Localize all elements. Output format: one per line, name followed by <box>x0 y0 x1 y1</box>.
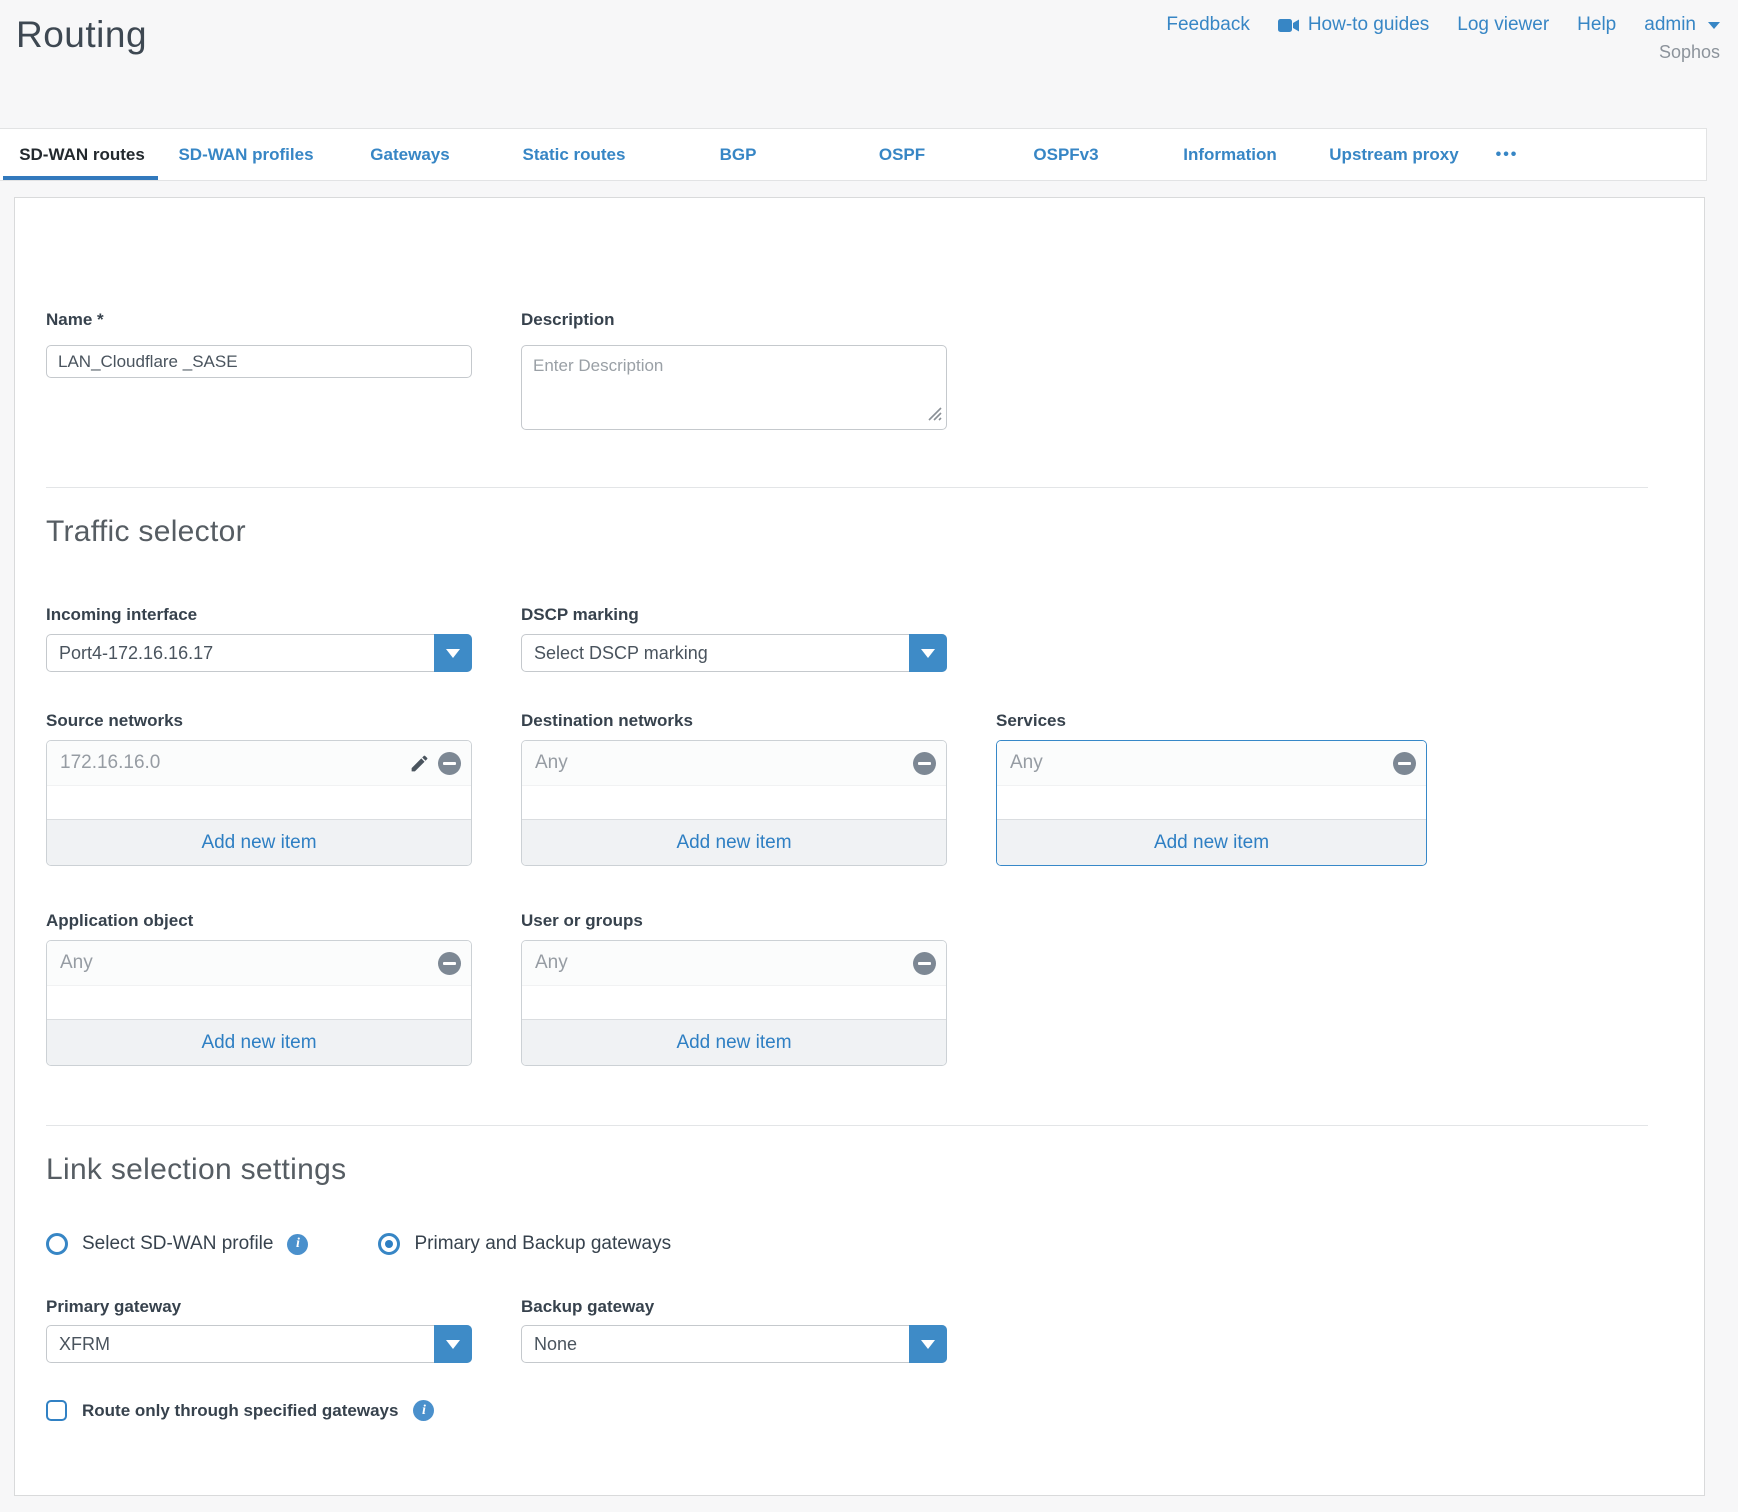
description-textarea[interactable] <box>521 345 947 430</box>
application-object-label: Application object <box>46 911 194 930</box>
edit-pencil-icon[interactable] <box>409 753 430 774</box>
item-box-spacer <box>997 786 1426 819</box>
tab-information[interactable]: Information <box>1183 144 1277 164</box>
tab-bgp[interactable]: BGP <box>719 144 757 164</box>
incoming-interface-label: Incoming interface <box>46 605 198 624</box>
tab-sd-wan-routes[interactable]: SD-WAN routes <box>0 129 164 180</box>
add-new-item-button[interactable]: Add new item <box>997 819 1426 865</box>
how-to-guides-link[interactable]: How-to guides <box>1277 14 1430 36</box>
item-box-spacer <box>47 986 471 1019</box>
name-input[interactable] <box>46 345 472 378</box>
source-network-value: 172.16.16.0 <box>60 752 161 773</box>
tab-ospf[interactable]: OSPF <box>878 144 926 164</box>
tab-overflow-ellipsis-icon[interactable]: ••• <box>1495 145 1519 163</box>
sd-wan-route-form-panel: Name * Description Traffic selector Inco… <box>14 197 1705 1496</box>
services-box: Any Add new item <box>996 740 1427 866</box>
service-value: Any <box>1010 752 1043 773</box>
dropdown-arrow-icon[interactable] <box>909 1325 947 1363</box>
log-viewer-link[interactable]: Log viewer <box>1457 14 1550 35</box>
incoming-interface-select[interactable]: Port4-172.16.16.17 <box>46 634 472 672</box>
add-new-item-button[interactable]: Add new item <box>47 819 471 865</box>
tab-ospfv3[interactable]: OSPFv3 <box>1033 144 1099 164</box>
info-icon[interactable]: i <box>287 1233 309 1255</box>
section-divider <box>46 1125 1648 1126</box>
dscp-marking-select[interactable]: Select DSCP marking <box>521 634 947 672</box>
radio-primary-backup-gateways[interactable] <box>378 1233 401 1255</box>
dropdown-arrow-icon[interactable] <box>434 634 472 672</box>
link-selection-heading: Link selection settings <box>46 1153 347 1186</box>
user-or-groups-label: User or groups <box>521 911 643 930</box>
tab-gateways[interactable]: Gateways <box>370 144 450 164</box>
brand-label: Sophos <box>1658 42 1720 62</box>
list-item: 172.16.16.0 <box>47 741 471 786</box>
admin-menu[interactable]: admin <box>1644 14 1720 36</box>
remove-minus-icon[interactable] <box>1393 751 1416 775</box>
info-icon[interactable]: i <box>413 1400 435 1421</box>
primary-gateway-value: XFRM <box>59 1333 110 1354</box>
list-item: Any <box>997 741 1426 786</box>
primary-gateway-label: Primary gateway <box>46 1297 182 1316</box>
traffic-selector-heading: Traffic selector <box>46 515 246 548</box>
remove-minus-icon[interactable] <box>913 951 936 975</box>
list-item: Any <box>522 941 946 986</box>
incoming-interface-value: Port4-172.16.16.17 <box>59 642 214 663</box>
admin-label: admin <box>1644 14 1696 35</box>
destination-networks-label: Destination networks <box>521 711 693 730</box>
routing-tabbar: SD-WAN routes SD-WAN profiles Gateways S… <box>0 128 1707 181</box>
backup-gateway-select[interactable]: None <box>521 1325 947 1363</box>
radio-select-sdwan-profile-label: Select SD-WAN profile <box>82 1233 274 1254</box>
top-header: Routing Feedback How-to guides Log viewe… <box>0 0 1738 128</box>
remove-minus-icon[interactable] <box>913 751 936 775</box>
tab-sd-wan-profiles[interactable]: SD-WAN profiles <box>178 144 314 164</box>
tab-static-routes[interactable]: Static routes <box>522 144 626 164</box>
radio-primary-backup-gateways-label: Primary and Backup gateways <box>414 1233 672 1254</box>
remove-minus-icon[interactable] <box>438 951 461 975</box>
description-label: Description <box>521 310 615 329</box>
caret-down-icon <box>1708 21 1720 29</box>
section-divider <box>46 487 1648 488</box>
item-box-spacer <box>47 786 471 819</box>
destination-network-value: Any <box>535 752 568 773</box>
item-box-spacer <box>522 786 946 819</box>
list-item: Any <box>522 741 946 786</box>
add-new-item-button[interactable]: Add new item <box>522 819 946 865</box>
destination-networks-box: Any Add new item <box>521 740 947 866</box>
video-camera-icon <box>1277 18 1300 33</box>
application-object-value: Any <box>60 952 93 973</box>
backup-gateway-label: Backup gateway <box>521 1297 655 1316</box>
dscp-marking-value: Select DSCP marking <box>534 642 708 663</box>
backup-gateway-value: None <box>534 1333 578 1354</box>
source-networks-label: Source networks <box>46 711 183 730</box>
source-networks-box: 172.16.16.0 Add new item <box>46 740 472 866</box>
help-link[interactable]: Help <box>1577 14 1617 35</box>
application-object-box: Any Add new item <box>46 940 472 1066</box>
user-or-groups-box: Any Add new item <box>521 940 947 1066</box>
route-only-checkbox-label: Route only through specified gateways <box>82 1400 399 1420</box>
primary-gateway-select[interactable]: XFRM <box>46 1325 472 1363</box>
page-title: Routing <box>16 14 148 55</box>
item-box-spacer <box>522 986 946 1019</box>
add-new-item-button[interactable]: Add new item <box>47 1019 471 1065</box>
feedback-link[interactable]: Feedback <box>1166 14 1250 35</box>
services-label: Services <box>996 711 1066 730</box>
name-label: Name * <box>46 310 104 329</box>
user-or-groups-value: Any <box>535 952 568 973</box>
dropdown-arrow-icon[interactable] <box>909 634 947 672</box>
route-only-checkbox[interactable] <box>46 1400 67 1421</box>
dropdown-arrow-icon[interactable] <box>434 1325 472 1363</box>
list-item: Any <box>47 941 471 986</box>
remove-minus-icon[interactable] <box>438 751 461 775</box>
tab-upstream-proxy[interactable]: Upstream proxy <box>1329 144 1459 164</box>
radio-select-sdwan-profile[interactable] <box>46 1233 68 1255</box>
add-new-item-button[interactable]: Add new item <box>522 1019 946 1065</box>
how-to-guides-label: How-to guides <box>1307 14 1430 35</box>
dscp-marking-label: DSCP marking <box>521 605 639 624</box>
